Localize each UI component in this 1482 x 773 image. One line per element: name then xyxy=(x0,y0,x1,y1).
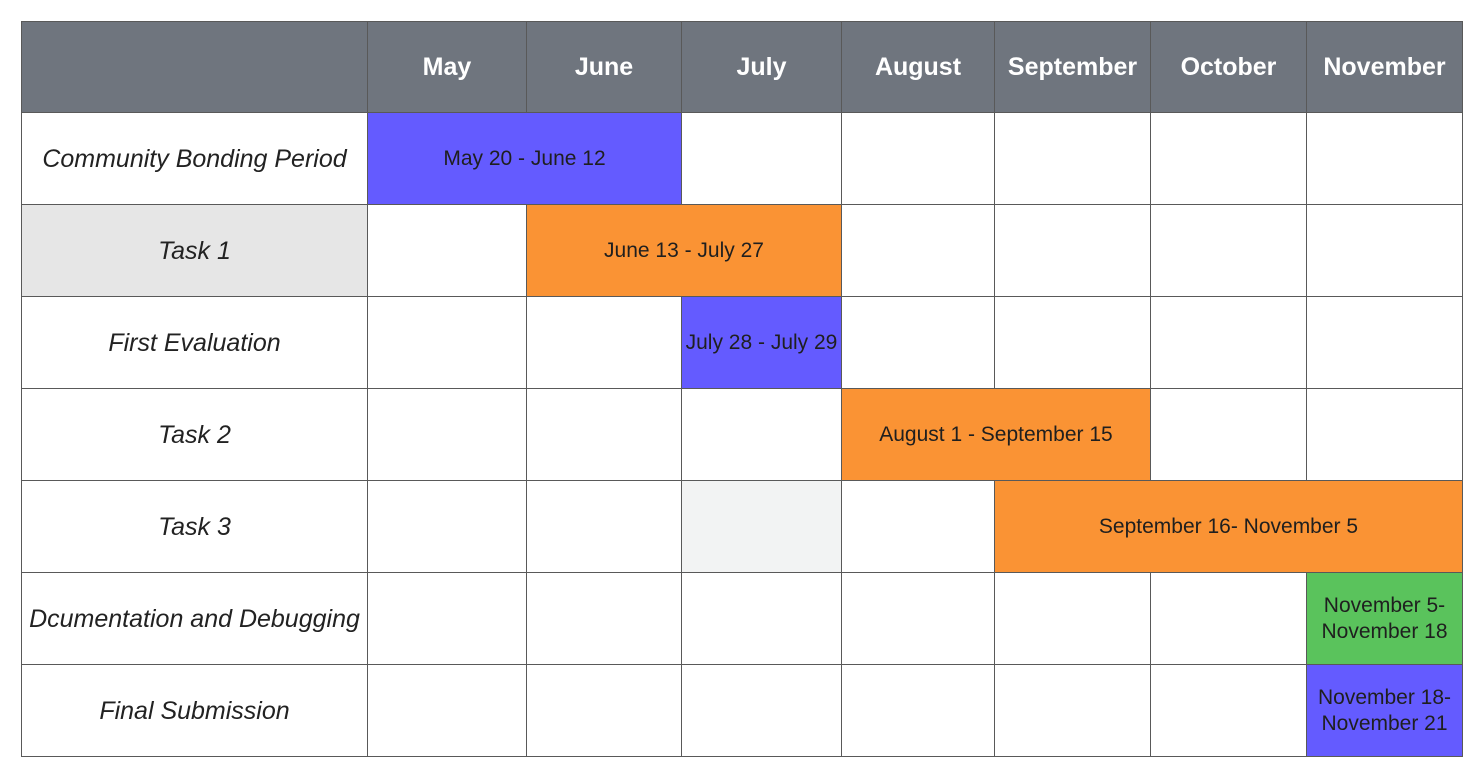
empty-cell xyxy=(1150,572,1307,665)
empty-cell xyxy=(994,112,1151,205)
gantt-body: Community Bonding Period May 20 - June 12… xyxy=(21,112,1463,757)
empty-cell xyxy=(1150,388,1307,481)
empty-cell xyxy=(1150,112,1307,205)
empty-cell xyxy=(1306,388,1463,481)
header-corner xyxy=(21,21,368,113)
task-label: Task 1 xyxy=(21,204,368,297)
task-row: Community Bonding Period May 20 - June 12 xyxy=(21,112,1463,205)
month-header-august: August xyxy=(841,21,995,113)
empty-cell xyxy=(526,388,682,481)
empty-cell xyxy=(1306,296,1463,389)
task-row: Dcumentation and Debugging November 5- No… xyxy=(21,572,1463,665)
empty-cell xyxy=(367,204,527,297)
empty-cell xyxy=(367,664,527,757)
empty-cell xyxy=(681,112,842,205)
empty-cell xyxy=(526,296,682,389)
timeline-bar: November 18- November 21 xyxy=(1306,664,1463,757)
empty-cell xyxy=(526,480,682,573)
month-header-july: July xyxy=(681,21,842,113)
month-header-june: June xyxy=(526,21,682,113)
empty-cell xyxy=(841,112,995,205)
task-label: Task 3 xyxy=(21,480,368,573)
task-label: Final Submission xyxy=(21,664,368,757)
empty-cell xyxy=(994,296,1151,389)
empty-cell xyxy=(681,480,842,573)
timeline-bar: September 16- November 5 xyxy=(994,480,1463,573)
task-label: Community Bonding Period xyxy=(21,112,368,205)
empty-cell xyxy=(681,572,842,665)
empty-cell xyxy=(1150,296,1307,389)
empty-cell xyxy=(367,296,527,389)
task-row: First Evaluation July 28 - July 29 xyxy=(21,296,1463,389)
task-label: First Evaluation xyxy=(21,296,368,389)
empty-cell xyxy=(841,572,995,665)
task-row: Task 3 September 16- November 5 xyxy=(21,480,1463,573)
timeline-bar: July 28 - July 29 xyxy=(681,296,842,389)
month-header-row: May June July August September October Novembe… xyxy=(21,21,1463,113)
empty-cell xyxy=(681,388,842,481)
empty-cell xyxy=(1306,112,1463,205)
month-header-september: September xyxy=(994,21,1151,113)
task-row: Task 1 June 13 - July 27 xyxy=(21,204,1463,297)
gantt-chart: May June July August September October Novembe… xyxy=(21,21,1463,757)
month-header-may: May xyxy=(367,21,527,113)
month-header-october: October xyxy=(1150,21,1307,113)
empty-cell xyxy=(1150,664,1307,757)
empty-cell xyxy=(367,480,527,573)
empty-cell xyxy=(526,572,682,665)
timeline-bar: May 20 - June 12 xyxy=(367,112,682,205)
empty-cell xyxy=(994,572,1151,665)
empty-cell xyxy=(994,204,1151,297)
task-label: Task 2 xyxy=(21,388,368,481)
task-row: Task 2 August 1 - September 15 xyxy=(21,388,1463,481)
timeline-bar: June 13 - July 27 xyxy=(526,204,842,297)
empty-cell xyxy=(994,664,1151,757)
empty-cell xyxy=(841,296,995,389)
empty-cell xyxy=(526,664,682,757)
empty-cell xyxy=(681,664,842,757)
empty-cell xyxy=(841,664,995,757)
empty-cell xyxy=(367,388,527,481)
task-label: Dcumentation and Debugging xyxy=(21,572,368,665)
timeline-bar: November 5- November 18 xyxy=(1306,572,1463,665)
task-row: Final Submission November 18- November 21 xyxy=(21,664,1463,757)
empty-cell xyxy=(367,572,527,665)
empty-cell xyxy=(1150,204,1307,297)
month-header-november: November xyxy=(1306,21,1463,113)
timeline-bar: August 1 - September 15 xyxy=(841,388,1151,481)
empty-cell xyxy=(841,204,995,297)
empty-cell xyxy=(1306,204,1463,297)
empty-cell xyxy=(841,480,995,573)
